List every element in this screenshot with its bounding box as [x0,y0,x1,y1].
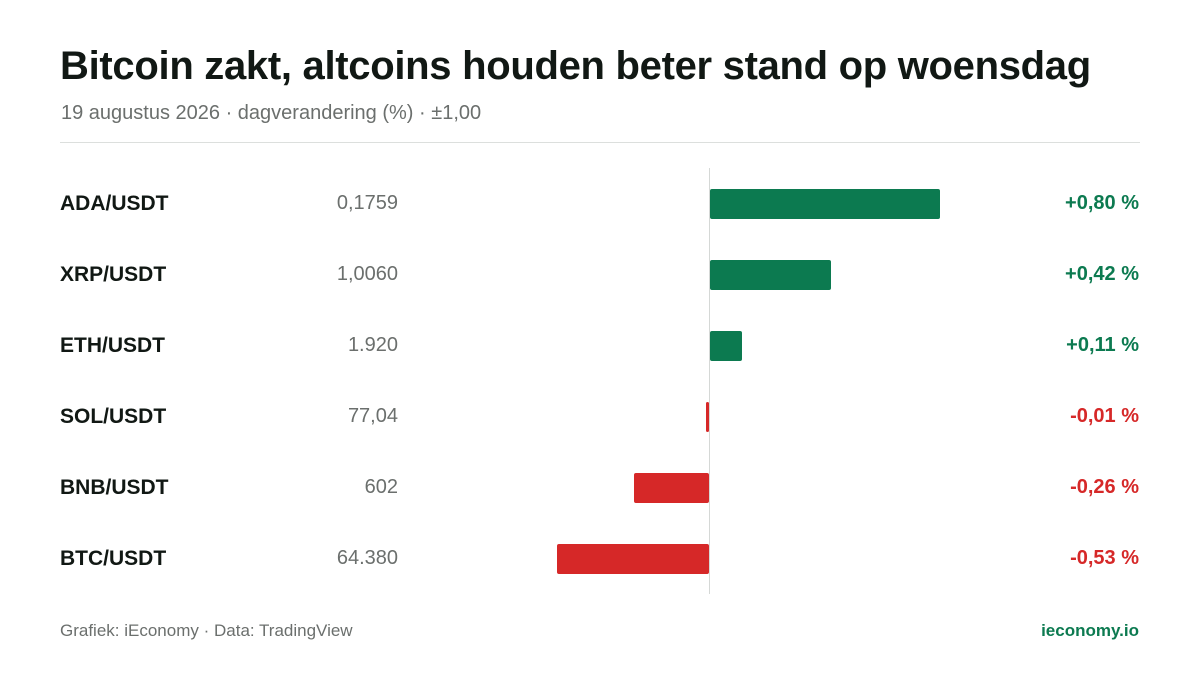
pair-label: ADA/USDT [60,192,169,215]
price-label: 64.380 [336,547,398,569]
price-label: 77,04 [347,405,398,427]
bar-positive [710,260,831,290]
pair-label: ETH/USDT [60,334,165,357]
change-label: +0,42 % [1065,263,1139,285]
price-label: 1.920 [347,334,398,356]
chart-row: BTC/USDT 64.380 -0,53 % [0,539,1200,579]
bar-negative [634,473,709,503]
bar-positive [710,331,742,361]
header-divider [60,142,1140,143]
pair-label: BNB/USDT [60,476,169,499]
bar-positive [710,189,940,219]
chart-row: XRP/USDT 1,0060 +0,42 % [0,255,1200,295]
price-label: 602 [364,476,398,498]
footer-credit: Grafiek: iEconomy · Data: TradingView [60,621,353,640]
chart-row: BNB/USDT 602 -0,26 % [0,468,1200,508]
chart-row: SOL/USDT 77,04 -0,01 % [0,397,1200,437]
pair-label: XRP/USDT [60,263,167,286]
change-label: -0,01 % [1070,405,1139,427]
price-label: 1,0060 [336,263,398,285]
chart-row: ADA/USDT 0,1759 +0,80 % [0,184,1200,224]
bar-negative [706,402,709,432]
chart-row: ETH/USDT 1.920 +0,11 % [0,326,1200,366]
footer-site-link[interactable]: ieconomy.io [1041,621,1139,640]
change-label: +0,80 % [1065,192,1139,214]
change-label: -0,53 % [1070,547,1139,569]
pair-label: BTC/USDT [60,547,167,570]
change-label: +0,11 % [1066,334,1139,356]
pair-label: SOL/USDT [60,405,167,428]
chart-subtitle: 19 augustus 2026 · dagverandering (%) · … [61,102,482,124]
chart-title: Bitcoin zakt, altcoins houden beter stan… [60,44,1091,88]
zero-axis-line [709,168,710,594]
price-label: 0,1759 [336,192,398,214]
change-label: -0,26 % [1070,476,1139,498]
bar-negative [556,544,709,574]
